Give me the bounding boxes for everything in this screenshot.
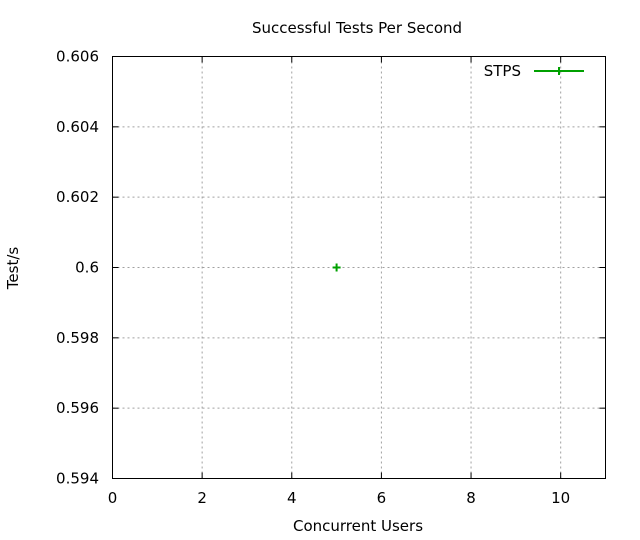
legend: STPS	[484, 62, 584, 80]
x-tick-labels: 0 2 4 6 8 10	[108, 489, 571, 507]
axis-ticks	[112, 56, 606, 479]
y-tick-labels: 0.594 0.596 0.598 0.6 0.602 0.604 0.606	[56, 48, 99, 488]
data-point	[332, 263, 341, 272]
legend-marker	[534, 67, 584, 75]
y-axis-label: Test/s	[4, 247, 22, 291]
series-layer	[332, 263, 341, 272]
y-tick-label: 0.604	[56, 118, 99, 136]
grid-lines	[112, 56, 606, 479]
x-tick-label: 4	[287, 489, 297, 507]
plot-frame	[112, 56, 606, 479]
y-tick-label: 0.596	[56, 399, 99, 417]
x-tick-label: 2	[197, 489, 207, 507]
x-tick-label: 0	[108, 489, 118, 507]
x-tick-label: 8	[466, 489, 476, 507]
x-axis-label: Concurrent Users	[293, 517, 423, 535]
x-tick-label: 6	[377, 489, 387, 507]
chart-title: Successful Tests Per Second	[252, 19, 462, 37]
legend-label: STPS	[484, 62, 521, 80]
y-tick-label: 0.606	[56, 48, 99, 66]
x-tick-label: 10	[551, 489, 570, 507]
y-tick-label: 0.6	[75, 259, 99, 277]
y-tick-label: 0.594	[56, 470, 99, 488]
y-tick-label: 0.602	[56, 188, 99, 206]
y-tick-label: 0.598	[56, 329, 99, 347]
